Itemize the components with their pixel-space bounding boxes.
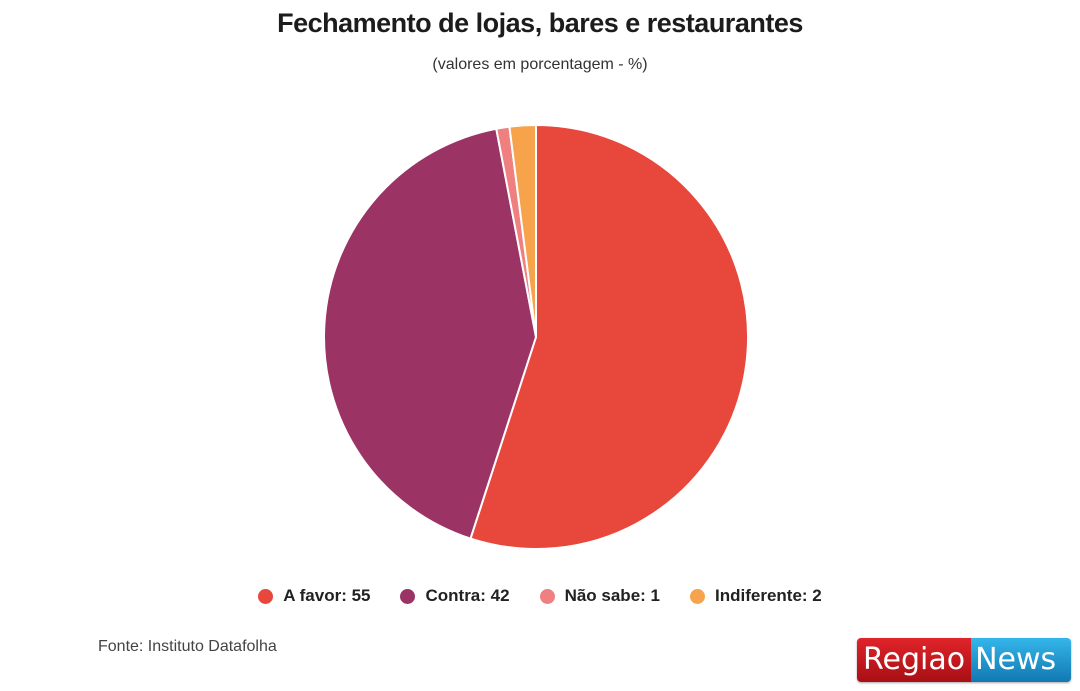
legend-swatch-nao-sabe xyxy=(539,588,555,604)
legend-swatch-a-favor xyxy=(258,588,274,604)
legend-swatch-contra xyxy=(400,588,416,604)
source-note: Fonte: Instituto Datafolha xyxy=(98,638,277,655)
regiao-news-logo: Regiao News xyxy=(857,638,1071,682)
logo-text-news: News xyxy=(971,638,1071,682)
legend-label-nao-sabe: Não sabe: 1 xyxy=(564,586,660,605)
chart-legend: A favor: 55 Contra: 42 Não sabe: 1 Indif… xyxy=(0,586,1080,606)
legend-swatch-indiferente xyxy=(690,588,705,604)
legend-item-contra[interactable]: Contra: 42 xyxy=(400,586,510,606)
legend-label-contra: Contra: 42 xyxy=(425,586,510,605)
legend-label-indiferente: Indiferente: 2 xyxy=(715,586,822,605)
legend-item-a-favor[interactable]: A favor: 55 xyxy=(258,586,370,606)
legend-label-a-favor: A favor: 55 xyxy=(283,586,371,605)
pie-slice-contra[interactable] xyxy=(323,127,538,540)
pie-slice-a-favor[interactable] xyxy=(469,123,749,550)
pie-chart xyxy=(323,123,749,550)
chart-subtitle: (valores em porcentagem - %) xyxy=(432,56,648,73)
legend-item-nao-sabe[interactable]: Não sabe: 1 xyxy=(539,586,660,606)
logo-text-regiao: Regiao xyxy=(857,638,972,682)
legend-item-indiferente[interactable]: Indiferente: 2 xyxy=(690,586,822,606)
chart-title: Fechamento de lojas, bares e restaurante… xyxy=(277,8,803,38)
pie-slice-indiferente[interactable] xyxy=(508,123,537,338)
